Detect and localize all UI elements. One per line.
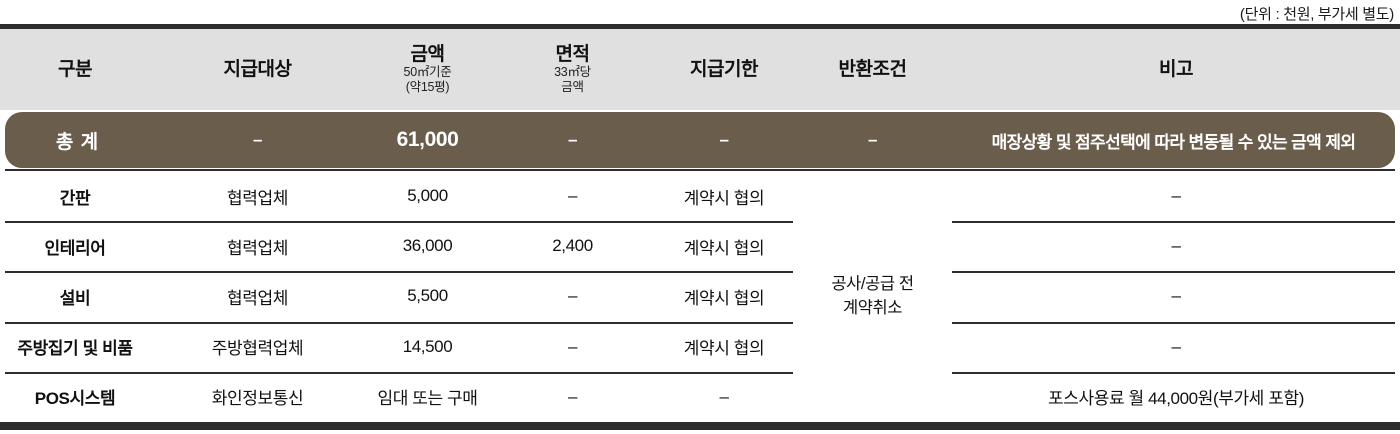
header-sublabel: 50㎡기준 (403, 65, 452, 80)
table-body: 간판 협력업체 5,000 – 계약시 협의 – 공사/공급 전 계약취소 인테… (0, 171, 1400, 422)
total-row-underline (5, 169, 1395, 171)
cell-area: 2,400 (552, 236, 593, 256)
row-separator (5, 221, 793, 223)
cell-category: 설비 (59, 288, 91, 308)
cell-area: – (567, 186, 578, 206)
cell-deadline: – (719, 386, 729, 406)
cell-amount: 임대 또는 구매 (377, 389, 478, 409)
header-sublabel: 금액 (561, 80, 584, 95)
header-cell-note: 비고 (952, 29, 1400, 110)
header-label: 구분 (58, 58, 92, 80)
cell-area: – (567, 386, 578, 406)
row-separator (5, 322, 793, 324)
row-separator (952, 372, 1395, 374)
cell-category: 간판 (59, 188, 91, 208)
cell-target: 협력업체 (227, 188, 288, 208)
cell-note: – (1171, 286, 1181, 306)
header-label: 지급대상 (223, 58, 292, 80)
table-top-border (0, 24, 1400, 29)
cell-deadline: 계약시 협의 (683, 339, 765, 359)
cell-category: 주방집기 및 비품 (17, 339, 133, 359)
cell-note: – (1171, 236, 1181, 256)
total-cell-category: 총 계 (55, 131, 100, 153)
header-label: 지급기한 (690, 58, 758, 80)
header-sublabel: (약15평) (405, 80, 450, 95)
row-separator (952, 271, 1395, 273)
cell-deadline: 계약시 협의 (683, 188, 765, 208)
header-cell-area: 면적 33㎡당 금액 (490, 29, 655, 110)
header-label: 금액 (410, 43, 445, 65)
total-cell-amount: 61,000 (396, 128, 459, 151)
cell-area: – (567, 286, 578, 306)
cell-category: 인테리어 (44, 238, 106, 258)
cell-refund-merged: 공사/공급 전 계약취소 (793, 171, 952, 422)
refund-line: 계약취소 (842, 298, 903, 317)
header-cell-amount: 금액 50㎡기준 (약15평) (365, 29, 490, 110)
cell-target: 주방협력업체 (211, 339, 304, 359)
unit-note: (단위 : 천원, 부가세 별도) (1239, 6, 1394, 23)
table-bottom-border (0, 422, 1400, 430)
row-separator (952, 322, 1395, 324)
cell-target: 협력업체 (227, 288, 288, 308)
header-sublabel: 33㎡당 (554, 65, 591, 80)
row-separator (952, 221, 1395, 223)
cell-deadline: 계약시 협의 (683, 288, 765, 308)
cell-note: – (1171, 186, 1181, 206)
cell-amount: 5,500 (407, 286, 448, 306)
header-cell-refund: 반환조건 (793, 29, 952, 110)
cell-amount: 36,000 (402, 236, 453, 256)
cell-note: 포스사용료 월 44,000원(부가세 포함) (1048, 389, 1304, 409)
cell-target: 협력업체 (227, 238, 288, 258)
table-header-row: 구분 지급대상 금액 50㎡기준 (약15평) 면적 33㎡당 금액 지급기한 … (0, 29, 1400, 110)
cell-target: 화인정보통신 (211, 389, 304, 409)
refund-line: 공사/공급 전 (831, 275, 914, 294)
cell-category: POS시스템 (34, 389, 116, 409)
cell-amount: 5,000 (407, 186, 448, 206)
total-cell-deadline: – (719, 130, 729, 149)
total-cell-area: – (567, 130, 578, 149)
total-row: 총 계 – 61,000 – – – 매장상황 및 점주선택에 따라 변동될 수… (5, 112, 1395, 168)
cell-area: – (567, 336, 578, 356)
total-cell-note: 매장상황 및 점주선택에 따라 변동될 수 있는 금액 제외 (991, 132, 1356, 152)
row-separator (5, 271, 793, 273)
header-cell-deadline: 지급기한 (655, 29, 793, 110)
header-label: 비고 (1159, 58, 1193, 80)
cell-note: – (1171, 336, 1181, 356)
row-separator (5, 372, 793, 374)
cell-deadline: 계약시 협의 (683, 238, 765, 258)
header-label: 면적 (555, 43, 590, 65)
header-cell-category: 구분 (0, 29, 150, 110)
total-cell-target: – (252, 130, 263, 149)
cell-amount: 14,500 (402, 336, 453, 356)
total-cell-refund: – (867, 130, 878, 149)
header-label: 반환조건 (838, 58, 907, 80)
header-cell-target: 지급대상 (150, 29, 365, 110)
